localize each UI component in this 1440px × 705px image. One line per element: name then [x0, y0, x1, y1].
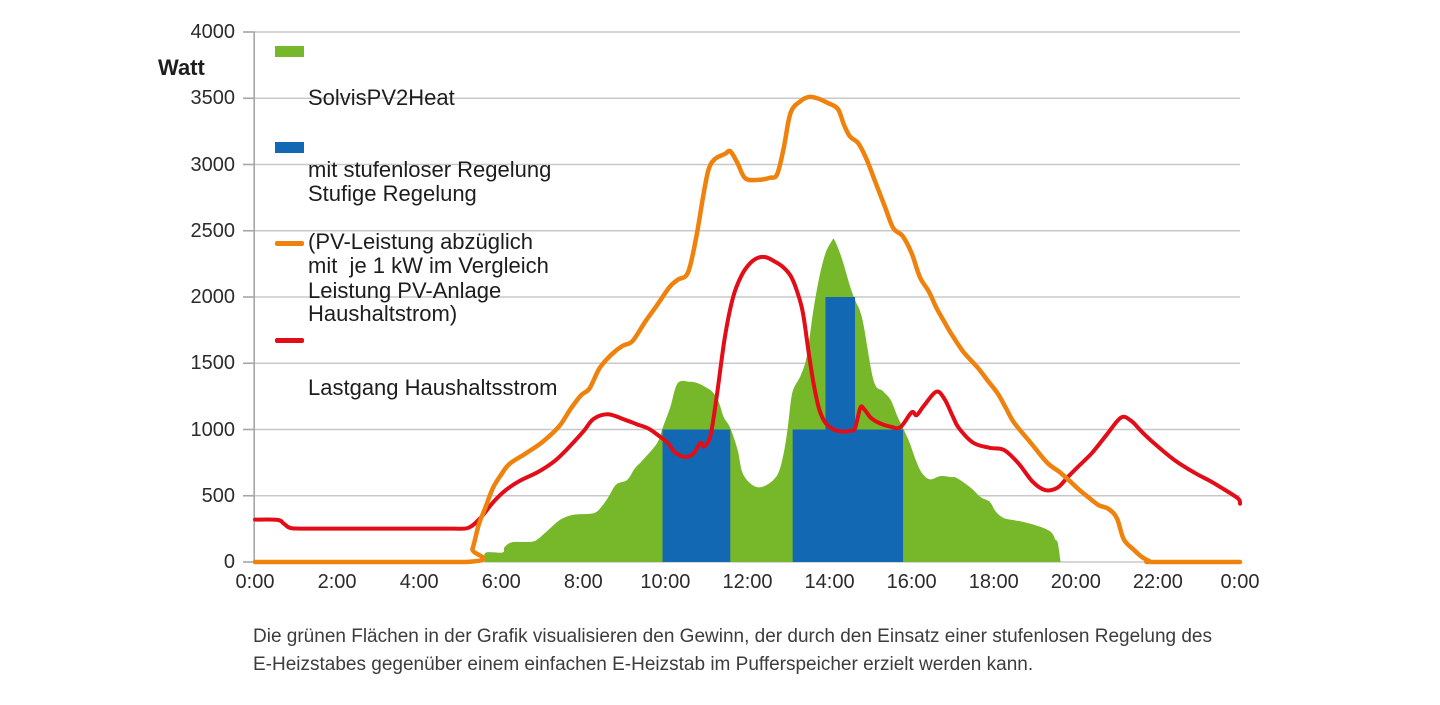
y-axis-tick-label: 3500 — [190, 87, 236, 110]
solvispv2heat-area-series — [484, 238, 1061, 562]
x-axis-tick-label: 4:00 — [399, 571, 439, 593]
green-area-swatch-icon — [275, 46, 304, 57]
y-axis-tick-label: 1000 — [190, 418, 236, 441]
y-axis-tick-label: 2000 — [190, 286, 236, 308]
legend-line: (PV-Leistung abzüglich — [308, 229, 534, 254]
red-line-swatch-icon — [275, 338, 304, 343]
x-axis-tick-label: 12:00 — [722, 571, 773, 593]
legend-line: mit stufenloser Regelung — [308, 157, 552, 182]
x-axis-tick-label: 14:00 — [804, 571, 855, 593]
y-axis-tick-label: 500 — [201, 484, 235, 507]
y-axis-tick-label: 3000 — [190, 153, 236, 176]
x-axis-tick-label: 10:00 — [640, 571, 691, 593]
x-axis-tick-label: 20:00 — [1050, 571, 1101, 593]
legend-label: SolvisPV2Heat mit stufenloser Regelung (… — [308, 38, 551, 374]
pv-anlage-line-series — [252, 94, 1243, 565]
orange-line-swatch-icon — [275, 241, 304, 246]
x-axis-tick-label: 16:00 — [886, 571, 937, 593]
x-axis-tick-label: 22:00 — [1132, 571, 1183, 593]
x-axis-tick-label: 8:00 — [563, 571, 603, 593]
x-axis-tick-label: 2:00 — [317, 571, 357, 593]
legend-line: Haushaltstrom) — [308, 301, 458, 326]
x-axis-tick-label: 18:00 — [968, 571, 1019, 593]
y-axis-tick-label: 0 — [223, 551, 235, 573]
haushaltsstrom-line-series — [253, 254, 1243, 531]
x-axis-tick-label: 0:00 — [1220, 571, 1260, 593]
y-axis-tick-label: 4000 — [190, 21, 236, 43]
figure-caption: Die grünen Flächen in der Grafik visuali… — [253, 623, 1212, 679]
legend-line: mit je 1 kW im Vergleich — [308, 253, 549, 278]
grid-lines — [243, 31, 1240, 563]
x-axis-tick-label: 6:00 — [481, 571, 521, 593]
legend-line: Stufige Regelung — [308, 181, 477, 206]
legend-line: Lastgang Haushaltsstrom — [308, 375, 558, 400]
blue-area-swatch-icon — [275, 142, 304, 153]
x-axis-tick-label: 0:00 — [235, 571, 275, 593]
legend-label: Leistung PV-Anlage — [308, 231, 501, 351]
legend-line: Leistung PV-Anlage — [308, 278, 502, 303]
y-axis-unit-label: Watt — [158, 55, 205, 80]
caption-line-1: Die grünen Flächen in der Grafik visuali… — [253, 626, 1212, 647]
y-axis-tick-label: 1500 — [190, 352, 236, 375]
y-axis-tick-label: 2500 — [190, 219, 236, 242]
caption-line-2: E-Heizstabes gegenüber einem einfachen E… — [253, 654, 1034, 675]
legend-label: Lastgang Haushaltsstrom — [308, 328, 557, 448]
legend-line: SolvisPV2Heat — [308, 85, 455, 110]
legend-label: Stufige Regelung mit je 1 kW im Vergleic… — [308, 134, 549, 326]
